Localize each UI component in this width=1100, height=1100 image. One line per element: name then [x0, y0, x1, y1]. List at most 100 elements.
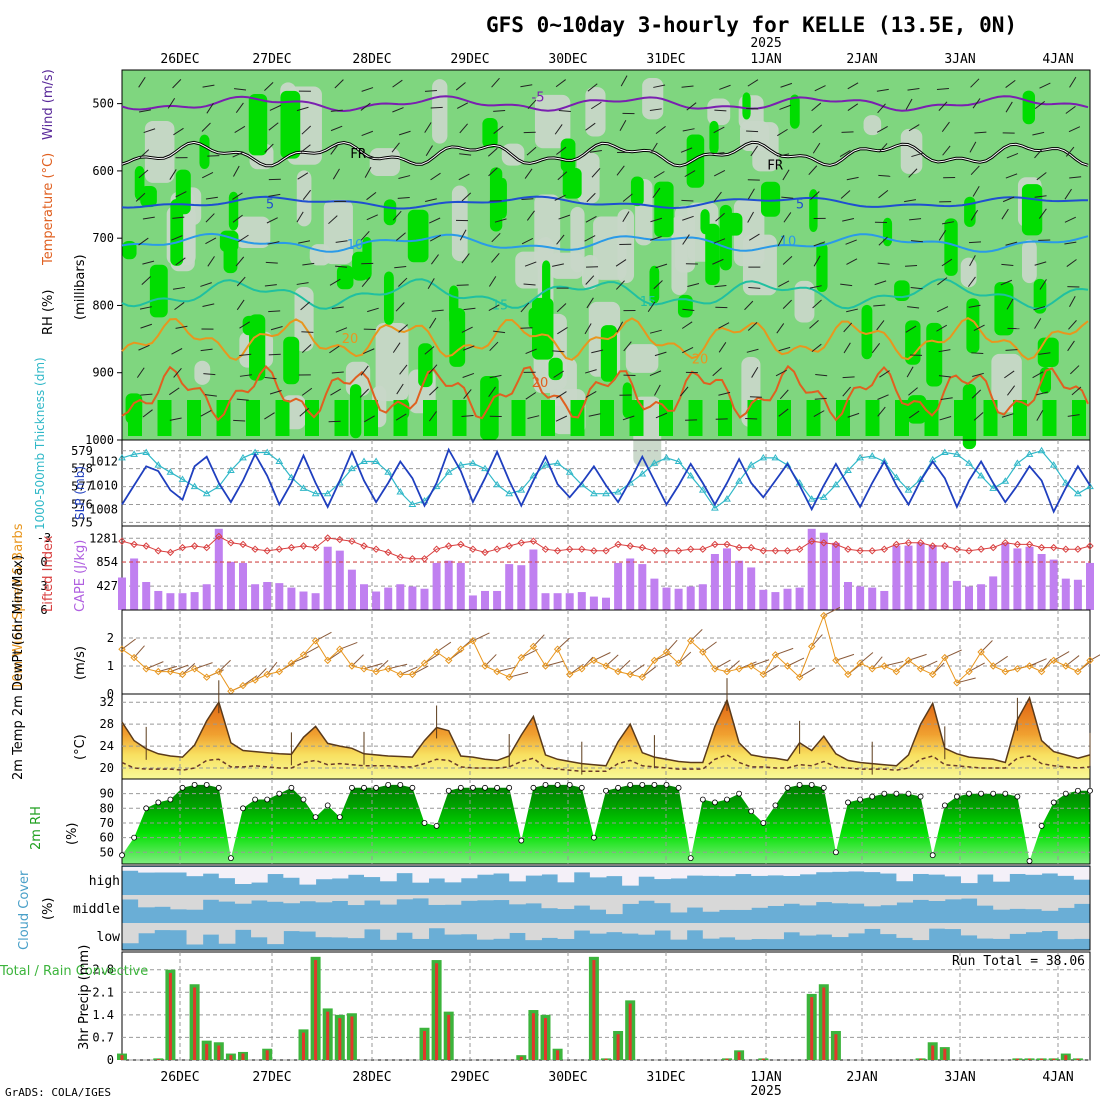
- wind-speed-point: [953, 679, 961, 687]
- wind-barb: [859, 652, 874, 664]
- wind-barb: [488, 147, 498, 157]
- li-point: [941, 542, 949, 550]
- wind-speed-point: [868, 665, 876, 673]
- cloud-cell: [283, 867, 300, 878]
- wind-speed-point: [384, 665, 392, 673]
- cape-bar: [408, 586, 417, 610]
- precip-convective-bar: [217, 1045, 221, 1060]
- label-slp: SLP (mb): [73, 466, 87, 520]
- wind-barb: [877, 262, 890, 265]
- wind-barb: [653, 171, 665, 179]
- wind-barb: [587, 83, 598, 92]
- cloud-cell: [993, 867, 1010, 882]
- cape-bar: [1037, 554, 1046, 610]
- label-temp2m: 2m Temp 2m DewPt (6hr Min/Max): [11, 555, 26, 780]
- cloud-cell: [573, 867, 591, 873]
- cape-bar: [529, 549, 538, 610]
- wind-barb: [783, 212, 792, 223]
- wind-barb: [493, 330, 506, 334]
- wind-barb: [554, 194, 566, 201]
- cloud-cell: [428, 895, 446, 905]
- wind-barb: [655, 125, 666, 135]
- wind-barb: [296, 211, 304, 223]
- cloud-cell: [638, 895, 655, 901]
- li-point: [953, 545, 961, 553]
- wind-barb: [558, 110, 571, 113]
- thickness-point: [1001, 477, 1010, 484]
- thickness-point: [662, 453, 671, 461]
- rh-dry-patch: [451, 185, 468, 262]
- cloud-cell: [218, 895, 236, 902]
- wind-barb: [1053, 651, 1070, 661]
- wind-barb: [777, 235, 785, 247]
- rh-moist-patch: [542, 260, 551, 318]
- wind-barb: [463, 307, 476, 311]
- rh-moist-patch: [246, 400, 260, 436]
- y-tick-label: 600: [92, 164, 114, 178]
- rh-moist-patch: [349, 384, 362, 439]
- wind-barb: [682, 128, 695, 132]
- wind-barb: [431, 309, 444, 312]
- wind-barb: [268, 310, 281, 313]
- wind-speed-point: [590, 656, 598, 665]
- cloud-cell: [170, 895, 188, 910]
- cloud-cell: [670, 895, 688, 913]
- rh-point: [457, 784, 464, 791]
- wind-barb: [649, 108, 662, 112]
- rh-moist-patch: [423, 400, 437, 436]
- cloud-cell: [380, 867, 397, 882]
- cloud-cell: [1025, 867, 1043, 875]
- wind-barb: [1001, 263, 1014, 267]
- wind-barb: [202, 303, 215, 307]
- wind-speed-point: [844, 670, 852, 679]
- label-cloud: Cloud Cover: [17, 870, 32, 950]
- li-point: [481, 548, 489, 557]
- wind-barb: [489, 341, 499, 352]
- cloud-level-label: low: [97, 930, 121, 945]
- wind-speed-point: [771, 651, 780, 659]
- rh-point: [119, 852, 125, 859]
- thickness-point: [227, 466, 235, 473]
- rh-moist-patch: [541, 400, 555, 436]
- right-tick-label: 1281: [89, 531, 118, 545]
- rh-point: [869, 793, 876, 800]
- wind-speed-point: [578, 665, 586, 673]
- wind-barb: [556, 234, 565, 245]
- rh-moist-patch: [1013, 400, 1027, 436]
- cloud-cell: [218, 923, 236, 944]
- wind-barb: [777, 128, 788, 137]
- wind-barb: [398, 130, 411, 136]
- cloud-cell: [848, 867, 865, 872]
- cape-bar: [166, 593, 175, 610]
- cloud-cell: [783, 895, 801, 904]
- wind-barb: [202, 172, 214, 179]
- cape-bar: [1025, 546, 1034, 610]
- thickness-point: [868, 452, 877, 459]
- rh-moist-patch: [548, 357, 563, 381]
- wind-barb: [462, 345, 475, 351]
- cloud-cell: [735, 867, 752, 875]
- wind-speed-point: [541, 662, 550, 670]
- cloud-cell: [880, 895, 897, 906]
- rh-point: [893, 790, 900, 797]
- wind-barb: [491, 77, 500, 88]
- wind-barb: [908, 387, 918, 396]
- wind-barb: [1004, 370, 1015, 379]
- wind-barb: [301, 331, 314, 333]
- label-thickness: 1000-500mb Thickness (dm): [33, 357, 47, 530]
- rh-dry-patch: [794, 280, 815, 323]
- cloud-cell: [557, 867, 575, 883]
- rh-moist-patch: [954, 400, 968, 436]
- li-point: [215, 532, 223, 541]
- cloud-cell: [686, 895, 704, 908]
- thickness-point: [650, 459, 659, 466]
- cape-bar: [142, 582, 151, 610]
- wind-barb: [713, 191, 722, 202]
- label-millibars: (millibars): [73, 254, 88, 320]
- rh-point: [276, 790, 283, 797]
- wind-barb: [666, 639, 678, 653]
- thickness-point: [456, 461, 465, 468]
- wind-barb: [650, 236, 662, 241]
- wind-barb: [206, 102, 214, 114]
- wind-barb: [520, 84, 533, 88]
